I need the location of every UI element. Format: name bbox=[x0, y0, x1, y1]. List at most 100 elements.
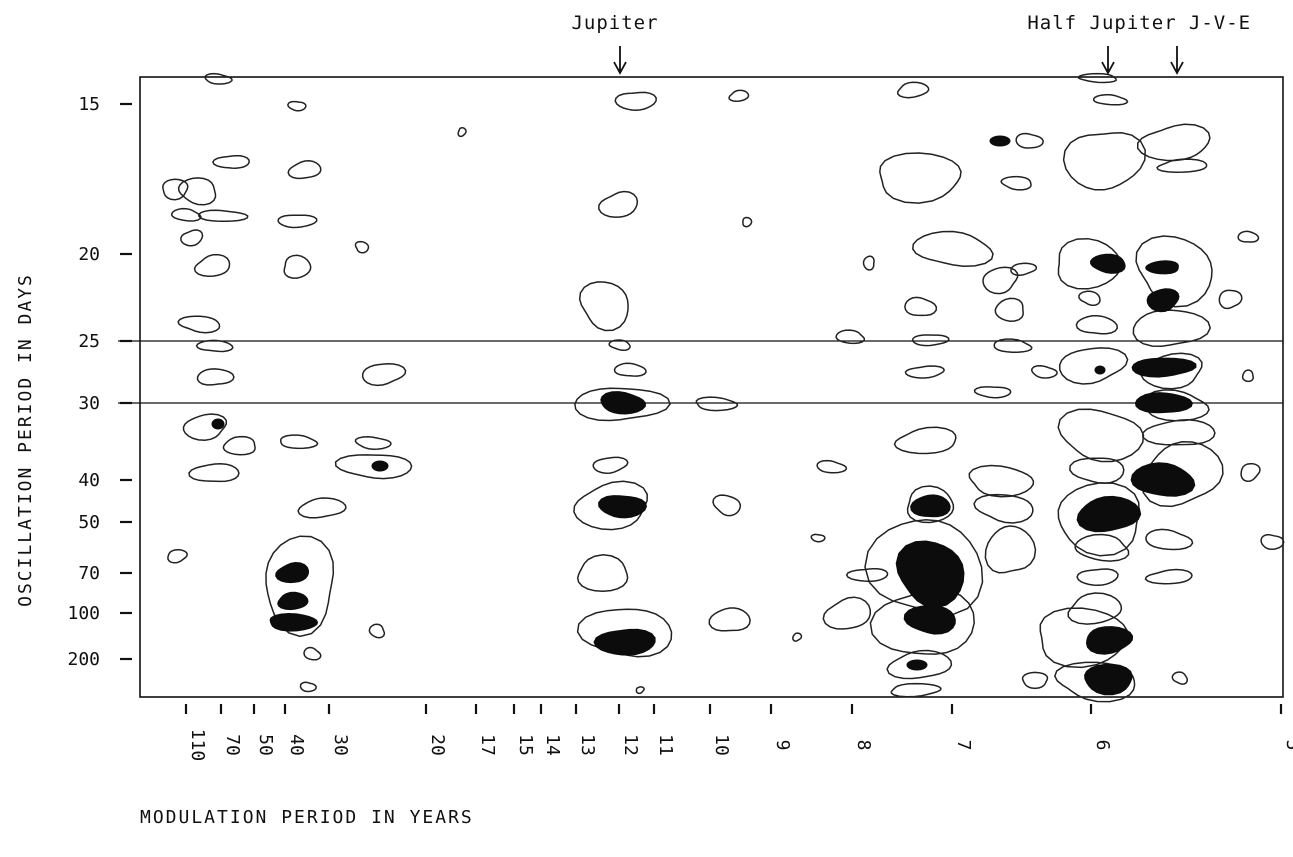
contour bbox=[368, 623, 386, 639]
contour bbox=[1076, 568, 1119, 587]
x-tick-label-110: 110 bbox=[187, 729, 208, 762]
contour bbox=[1142, 418, 1216, 446]
x-tick-label-30: 30 bbox=[330, 734, 351, 756]
contour bbox=[334, 454, 413, 480]
contour bbox=[592, 456, 629, 474]
contour bbox=[904, 365, 946, 379]
annotation-j-v-e: J-V-E bbox=[1189, 12, 1251, 34]
contour bbox=[457, 126, 467, 138]
contour bbox=[574, 387, 671, 422]
peak-core bbox=[1146, 288, 1180, 313]
y-tick-label-50: 50 bbox=[78, 512, 100, 533]
contour bbox=[303, 646, 322, 661]
contour bbox=[195, 339, 234, 353]
contour bbox=[973, 493, 1034, 524]
contour bbox=[1039, 607, 1129, 669]
y-axis-ticks: 15 20 25 30 40 50 70 100 200 bbox=[67, 94, 132, 670]
contour bbox=[608, 339, 631, 352]
peak-core-small bbox=[211, 418, 225, 430]
contour bbox=[968, 464, 1035, 498]
peak-core-small bbox=[371, 460, 389, 472]
contour bbox=[162, 178, 189, 201]
contour bbox=[1057, 482, 1140, 557]
peak-core bbox=[910, 494, 951, 518]
contour bbox=[890, 682, 942, 698]
peak-core bbox=[600, 391, 647, 415]
contour bbox=[973, 386, 1012, 399]
contour bbox=[354, 436, 392, 450]
peak-core bbox=[593, 628, 656, 656]
x-axis-title: MODULATION PERIOD IN YEARS bbox=[140, 807, 474, 828]
contour bbox=[277, 214, 318, 229]
peak-core-small bbox=[906, 659, 928, 671]
contour bbox=[810, 533, 826, 543]
contour bbox=[845, 567, 889, 583]
y-tick-label-200: 200 bbox=[67, 649, 100, 670]
contour bbox=[283, 254, 312, 279]
x-tick-label-40: 40 bbox=[286, 734, 307, 756]
contour bbox=[886, 649, 953, 680]
contour bbox=[287, 160, 322, 180]
contour bbox=[1015, 132, 1044, 149]
contour bbox=[1078, 290, 1101, 307]
contour bbox=[1136, 123, 1211, 162]
contour bbox=[993, 338, 1033, 354]
contour bbox=[822, 596, 872, 630]
x-tick-label-9: 9 bbox=[772, 740, 793, 751]
contour bbox=[177, 177, 217, 206]
annotation-arrow-half-jupiter bbox=[1101, 46, 1115, 75]
contour bbox=[180, 229, 204, 247]
contour bbox=[1144, 568, 1193, 585]
contour bbox=[792, 632, 803, 642]
contour bbox=[182, 413, 228, 442]
y-tick-label-25: 25 bbox=[78, 331, 100, 352]
contour bbox=[576, 554, 629, 593]
peak-cores bbox=[211, 135, 1197, 696]
contour bbox=[712, 494, 742, 517]
contour bbox=[265, 535, 335, 638]
contour bbox=[635, 686, 645, 695]
contour bbox=[170, 207, 202, 222]
y-axis-title: OSCILLATION PERIOD IN DAYS bbox=[15, 273, 36, 607]
contour bbox=[1021, 671, 1049, 690]
contour bbox=[695, 396, 739, 412]
x-tick-label-5: 5 bbox=[1282, 740, 1293, 751]
contour bbox=[1074, 533, 1130, 562]
contour bbox=[1058, 347, 1129, 385]
contour bbox=[167, 549, 188, 564]
peak-core bbox=[1134, 392, 1194, 414]
peak-core bbox=[895, 540, 965, 609]
x-tick-label-50: 50 bbox=[255, 734, 276, 756]
contour bbox=[222, 435, 256, 456]
contour bbox=[862, 255, 875, 271]
contour bbox=[578, 281, 629, 332]
contour bbox=[1156, 158, 1208, 174]
y-tick-label-70: 70 bbox=[78, 563, 100, 584]
x-tick-label-20: 20 bbox=[427, 734, 448, 756]
contour bbox=[354, 240, 370, 254]
peak-core bbox=[1130, 462, 1196, 497]
peak-core bbox=[1076, 495, 1142, 533]
contour bbox=[1135, 235, 1213, 308]
annotations: Jupiter Half Jupiter J-V-E bbox=[571, 12, 1251, 75]
contour bbox=[1000, 175, 1032, 191]
annotation-arrow-jupiter bbox=[613, 46, 627, 75]
contour bbox=[879, 152, 962, 204]
contour bbox=[1218, 289, 1243, 310]
y-tick-label-100: 100 bbox=[67, 603, 100, 624]
y-tick-label-20: 20 bbox=[78, 244, 100, 265]
y-tick-label-15: 15 bbox=[78, 94, 100, 115]
peak-core bbox=[277, 591, 309, 611]
contour bbox=[287, 100, 307, 112]
contour bbox=[204, 72, 233, 85]
contour bbox=[598, 190, 639, 218]
peak-core bbox=[1085, 626, 1134, 655]
contour bbox=[1132, 309, 1212, 347]
contour bbox=[614, 91, 657, 111]
x-axis-ticks: 110 70 50 40 30 20 17 15 14 13 12 11 10 9 8 7 6 5 bbox=[184, 704, 1293, 762]
x-tick-label-6: 6 bbox=[1092, 740, 1113, 751]
contour bbox=[361, 363, 407, 387]
contour bbox=[742, 216, 753, 228]
contour bbox=[177, 315, 221, 334]
contour bbox=[1030, 365, 1058, 379]
